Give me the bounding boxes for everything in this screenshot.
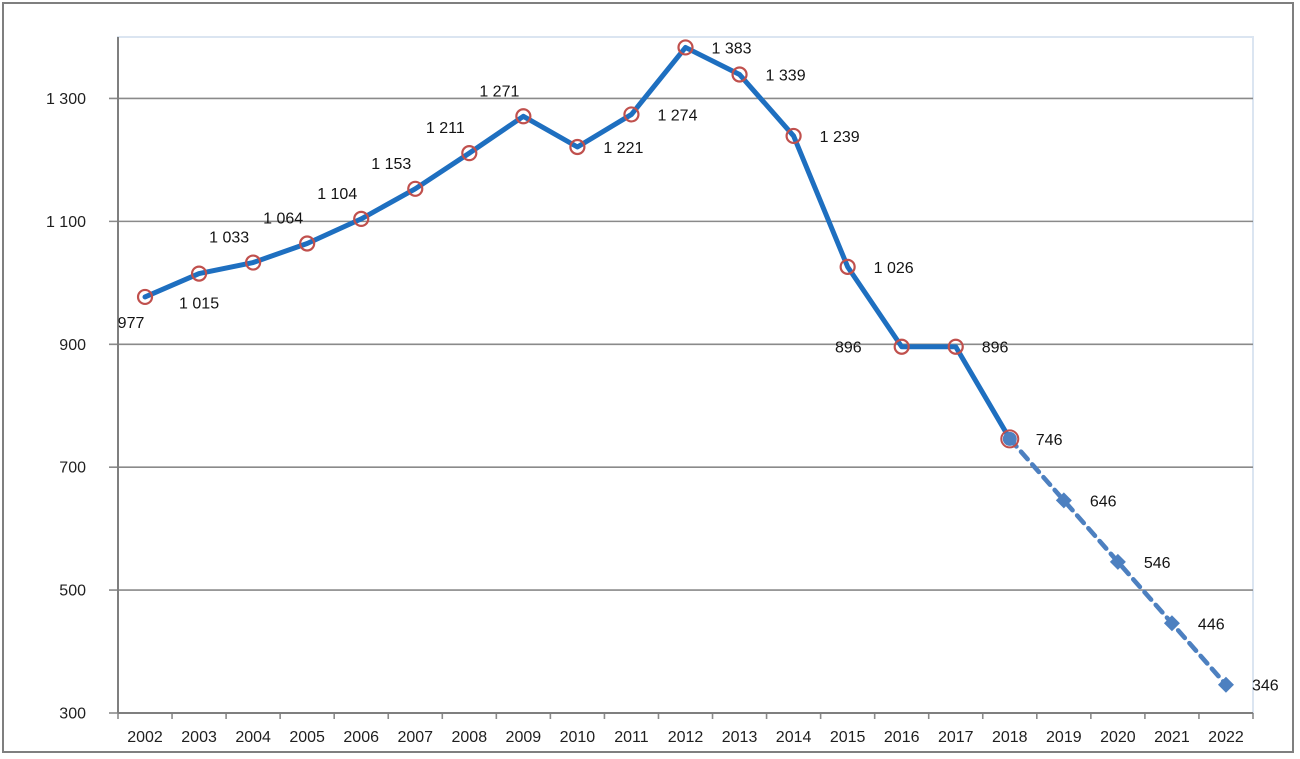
data-label: 1 221	[603, 140, 643, 157]
x-axis-tick-label: 2021	[1154, 729, 1190, 746]
data-point-marker	[299, 235, 316, 252]
x-axis-tick-label: 2012	[668, 729, 704, 746]
data-point-marker	[569, 138, 586, 156]
x-axis-tick-label: 2020	[1100, 729, 1136, 746]
x-axis-tick-label: 2017	[938, 729, 974, 746]
y-axis-tick-label: 700	[59, 460, 86, 477]
data-point-marker	[893, 338, 910, 355]
y-axis-tick-label: 1 100	[46, 214, 86, 231]
x-axis-tick-label: 2007	[397, 729, 433, 746]
data-point-marker	[1055, 492, 1072, 509]
x-axis-tick-label: 2016	[884, 729, 920, 746]
x-axis-tick-label: 2009	[506, 729, 542, 746]
data-point-marker	[1163, 615, 1180, 632]
y-axis-tick-label: 1 300	[46, 91, 86, 108]
data-point-marker	[947, 338, 964, 355]
plot-area-border	[117, 36, 1254, 714]
data-point-marker	[461, 145, 478, 162]
y-axis-tick-label: 900	[59, 337, 86, 354]
x-axis-tick-label: 2019	[1046, 729, 1082, 746]
series-line-actual	[142, 44, 1013, 442]
data-point-marker	[407, 180, 424, 197]
data-point-marker-ring	[1000, 429, 1020, 449]
data-point-marker	[245, 254, 262, 271]
data-point-marker	[190, 265, 208, 282]
x-axis-tick-label: 2011	[614, 729, 649, 746]
data-label: 1 104	[317, 186, 357, 203]
x-axis-tick-label: 2013	[722, 729, 758, 746]
y-axis-tick-label: 300	[59, 706, 86, 723]
data-label: 346	[1252, 678, 1279, 695]
x-axis-tick-label: 2015	[830, 729, 866, 746]
x-axis-tick-label: 2014	[776, 729, 812, 746]
data-label: 896	[982, 340, 1009, 357]
x-axis-tick-label: 2022	[1208, 729, 1244, 746]
data-label: 1 274	[657, 107, 697, 124]
x-axis-tick-label: 2003	[181, 729, 217, 746]
data-point-marker	[731, 66, 748, 83]
data-point-marker	[677, 39, 694, 56]
data-label: 746	[1036, 432, 1063, 449]
x-axis-tick-label: 2006	[343, 729, 379, 746]
data-point-marker	[623, 106, 640, 123]
data-point-marker	[785, 127, 802, 145]
x-axis-tick-label: 2008	[452, 729, 488, 746]
data-point-marker	[353, 210, 370, 228]
x-axis-tick-label: 2005	[289, 729, 325, 746]
x-axis-tick-label: 2010	[560, 729, 596, 746]
data-point-marker	[136, 288, 154, 306]
data-label: 1 383	[712, 40, 752, 57]
data-label: 1 211	[426, 120, 465, 137]
data-label: 446	[1198, 616, 1225, 633]
data-label: 1 271	[479, 83, 519, 100]
x-axis-tick-label: 2002	[127, 729, 163, 746]
data-label: 1 064	[263, 210, 303, 227]
data-label: 1 026	[874, 260, 914, 277]
data-point-marker	[1002, 431, 1017, 446]
data-label: 896	[835, 340, 862, 357]
data-label: 646	[1090, 493, 1117, 510]
data-point-marker	[1217, 676, 1234, 693]
y-axis-tick-label: 500	[59, 583, 86, 600]
data-label: 1 239	[820, 129, 860, 146]
x-axis-tick-label: 2004	[235, 729, 271, 746]
data-point-marker	[1109, 553, 1126, 570]
data-label: 1 339	[766, 67, 806, 84]
data-point-marker	[515, 108, 532, 125]
x-axis-tick-label: 2018	[992, 729, 1028, 746]
data-label: 977	[118, 315, 145, 332]
data-label: 546	[1144, 555, 1171, 572]
data-label: 1 015	[179, 296, 219, 313]
data-label: 1 033	[209, 230, 249, 247]
data-label: 1 153	[371, 156, 411, 173]
data-point-marker	[839, 258, 856, 275]
